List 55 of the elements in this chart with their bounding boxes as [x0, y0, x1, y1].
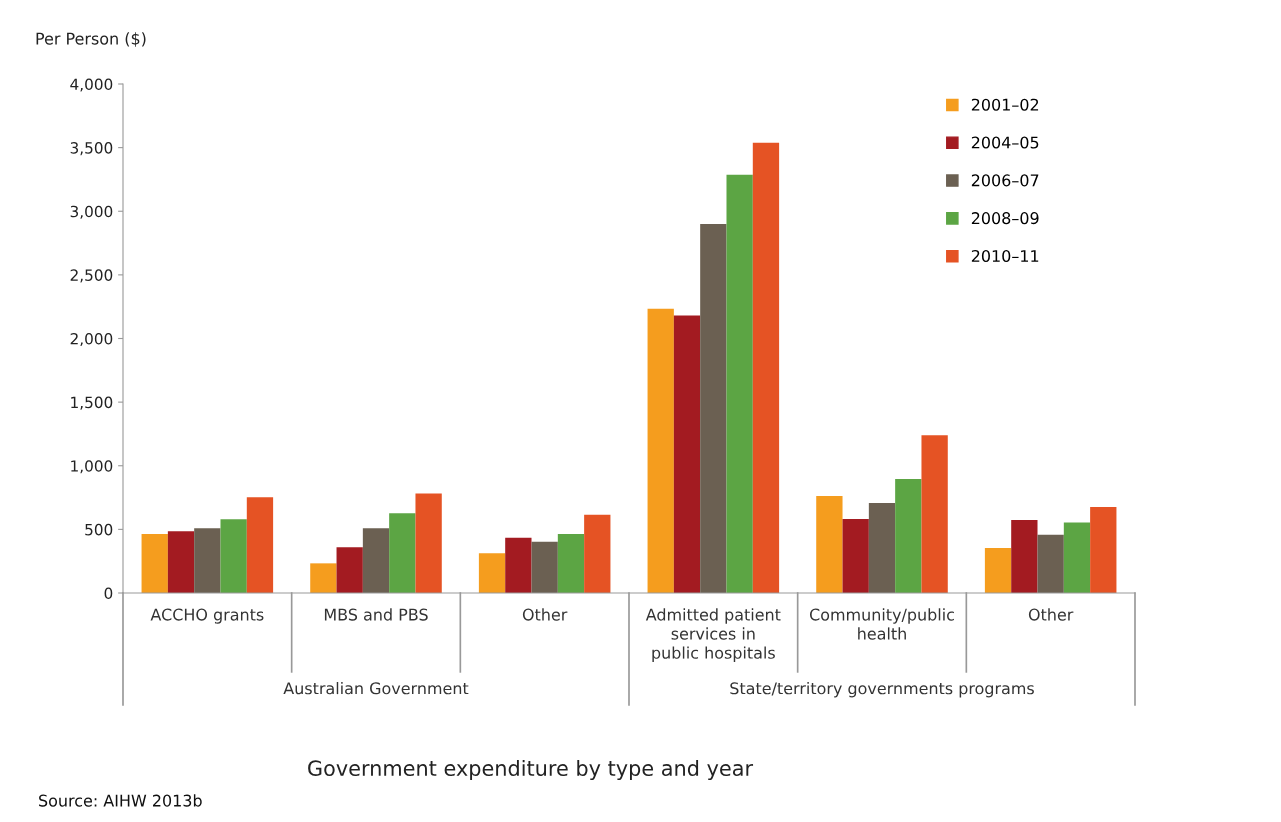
y-tick-label: 3,000	[70, 205, 113, 219]
text: Government expenditure by type and year	[308, 759, 754, 781]
bar	[673, 315, 701, 593]
y-tick-label: 4,000	[70, 78, 113, 92]
bar	[1037, 534, 1064, 593]
bar	[726, 174, 753, 593]
y-tick-label: 1,500	[71, 396, 113, 410]
y-tick-label: 2,000	[70, 332, 113, 347]
source-note: Source: AIHW 2013b	[39, 794, 202, 807]
y-axis-title: Per Person ($)	[36, 32, 146, 47]
bar	[557, 534, 585, 593]
bar	[868, 503, 896, 593]
y-tick-label: 500	[85, 523, 113, 536]
bar	[220, 519, 247, 593]
bar	[647, 308, 674, 593]
y-tick-label: 0	[104, 587, 113, 600]
x-tick-label: ACCHO grants	[150, 608, 264, 624]
bar	[816, 496, 843, 593]
bar	[1090, 506, 1117, 593]
bar	[584, 514, 611, 593]
bar	[1011, 519, 1038, 593]
bar	[246, 497, 274, 593]
bar	[921, 435, 948, 593]
text: Australian Government	[283, 681, 469, 695]
bar	[336, 547, 363, 593]
x-tick-label: Other	[522, 608, 568, 621]
bar	[478, 553, 506, 593]
bar	[141, 534, 168, 593]
bar	[362, 528, 390, 593]
bar	[531, 541, 558, 593]
bar	[167, 531, 195, 593]
bar	[505, 537, 532, 593]
bar	[415, 493, 442, 593]
legend-label: 2001–02	[971, 98, 1039, 111]
bar	[194, 528, 221, 593]
bar	[752, 142, 780, 593]
legend-label: 2006–07	[971, 174, 1039, 187]
x-tick-label: Community/public health	[809, 608, 954, 640]
bar	[389, 513, 416, 593]
x-tick-label: Admitted patient services in public hospitals	[645, 608, 781, 662]
x-tick-label: Other	[1028, 608, 1074, 621]
text: State/territory governments programs	[730, 681, 1034, 698]
legend-label: 2004–05	[971, 136, 1039, 149]
legend-label: 2010–11	[971, 249, 1039, 263]
legend-label: 2008–09	[971, 212, 1039, 225]
y-tick-label: 2,500	[70, 269, 113, 283]
bar	[700, 224, 727, 593]
bar	[842, 519, 869, 593]
y-tick-label: 1,000	[71, 460, 113, 474]
bar	[895, 478, 922, 593]
bar	[310, 563, 337, 593]
bar	[1063, 522, 1091, 593]
bar	[984, 547, 1012, 593]
x-tick-label: MBS and PBS	[324, 608, 428, 621]
y-tick-label: 3,500	[70, 142, 113, 156]
